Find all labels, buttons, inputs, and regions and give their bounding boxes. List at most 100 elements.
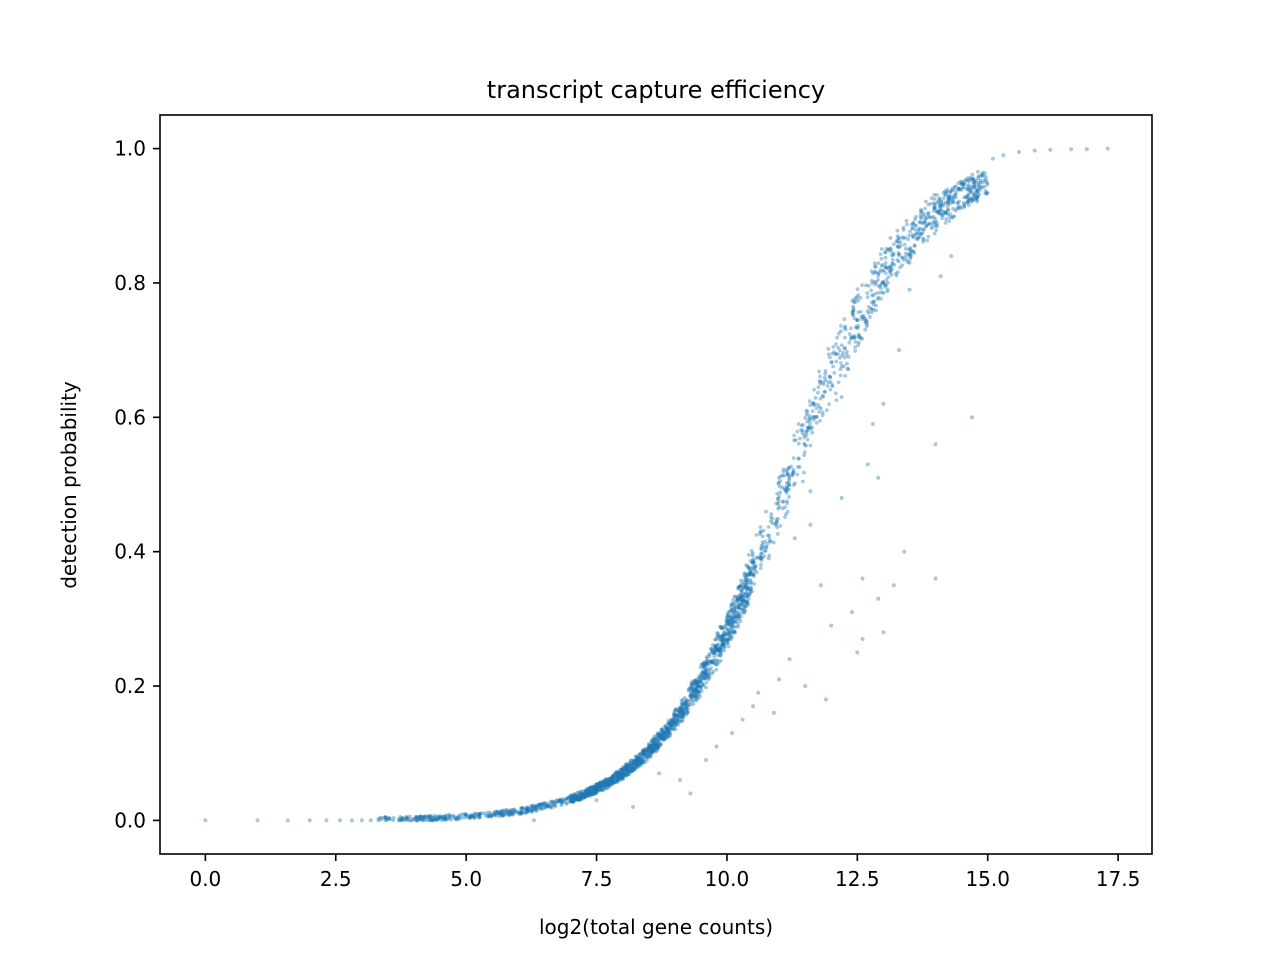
data-point — [855, 318, 860, 322]
data-point — [687, 700, 691, 704]
data-point — [656, 743, 661, 748]
data-point — [733, 594, 738, 599]
data-point — [595, 787, 600, 791]
data-point — [579, 793, 584, 798]
data-point — [977, 192, 982, 197]
data-point — [914, 214, 918, 219]
data-point — [415, 818, 420, 823]
data-point — [824, 697, 829, 702]
data-point — [623, 769, 628, 774]
data-point — [975, 199, 980, 204]
data-point — [631, 763, 635, 768]
data-point — [970, 172, 975, 177]
data-point — [651, 737, 655, 742]
data-point — [616, 777, 621, 781]
data-point — [885, 266, 889, 270]
data-point — [459, 815, 464, 820]
data-point — [692, 681, 697, 686]
data-point — [504, 808, 509, 812]
data-point — [817, 410, 822, 414]
data-point — [976, 180, 981, 185]
data-point — [985, 191, 990, 196]
data-point — [627, 764, 632, 769]
data-point — [948, 197, 953, 202]
data-point — [745, 564, 750, 569]
data-point — [629, 758, 634, 763]
data-point — [647, 745, 652, 750]
data-point — [637, 752, 642, 757]
data-point — [571, 794, 576, 799]
data-point — [829, 623, 834, 628]
data-point — [781, 499, 785, 504]
data-point — [754, 570, 759, 575]
data-point — [596, 781, 601, 786]
data-point — [721, 633, 726, 638]
data-point — [674, 722, 679, 727]
data-point — [860, 576, 865, 581]
data-point — [520, 806, 524, 810]
data-point — [878, 283, 883, 288]
data-point — [891, 242, 896, 247]
data-point — [736, 614, 741, 618]
data-point — [700, 670, 705, 675]
data-point — [685, 710, 690, 715]
data-point — [695, 690, 700, 695]
data-point — [907, 233, 912, 238]
data-point — [903, 251, 908, 256]
data-point — [750, 572, 755, 577]
data-point — [651, 739, 656, 744]
data-point — [656, 739, 661, 743]
data-point — [699, 662, 704, 667]
data-point — [455, 816, 460, 821]
data-point — [962, 178, 967, 183]
data-point — [703, 666, 708, 671]
data-point — [414, 815, 418, 820]
data-point — [852, 300, 857, 305]
data-point — [655, 748, 660, 753]
data-point — [742, 584, 747, 589]
data-point — [729, 623, 733, 628]
data-point — [610, 778, 614, 783]
data-point — [874, 280, 879, 285]
data-point — [895, 244, 900, 249]
data-point — [694, 683, 699, 688]
data-point — [604, 781, 609, 785]
data-point — [736, 604, 740, 609]
data-point — [601, 783, 606, 787]
data-point — [413, 816, 418, 821]
data-point — [943, 221, 948, 225]
data-point — [713, 645, 718, 650]
data-point — [700, 682, 705, 686]
data-point — [467, 814, 472, 819]
data-point — [742, 610, 747, 614]
data-point — [1032, 148, 1037, 153]
data-point — [571, 798, 576, 803]
data-point — [489, 814, 494, 819]
data-point — [693, 678, 697, 683]
data-point — [608, 781, 613, 786]
data-point — [618, 767, 623, 772]
data-point — [777, 484, 782, 489]
data-point — [614, 771, 619, 776]
data-point — [700, 662, 705, 667]
data-point — [472, 814, 477, 819]
data-point — [443, 818, 448, 823]
data-point — [746, 585, 751, 590]
data-point — [689, 684, 694, 688]
data-point — [790, 473, 794, 478]
data-point — [782, 473, 786, 478]
data-point — [807, 413, 811, 418]
data-point — [419, 817, 424, 822]
data-point — [926, 213, 931, 218]
data-point — [804, 433, 809, 438]
data-point — [742, 592, 747, 597]
data-point — [690, 679, 695, 684]
data-point — [687, 686, 692, 691]
data-point — [696, 676, 701, 681]
data-point — [624, 766, 628, 771]
x-tick-label: 12.5 — [835, 867, 880, 891]
data-point — [439, 815, 443, 820]
data-point — [696, 689, 701, 694]
data-point — [784, 491, 789, 495]
data-point — [601, 780, 606, 785]
